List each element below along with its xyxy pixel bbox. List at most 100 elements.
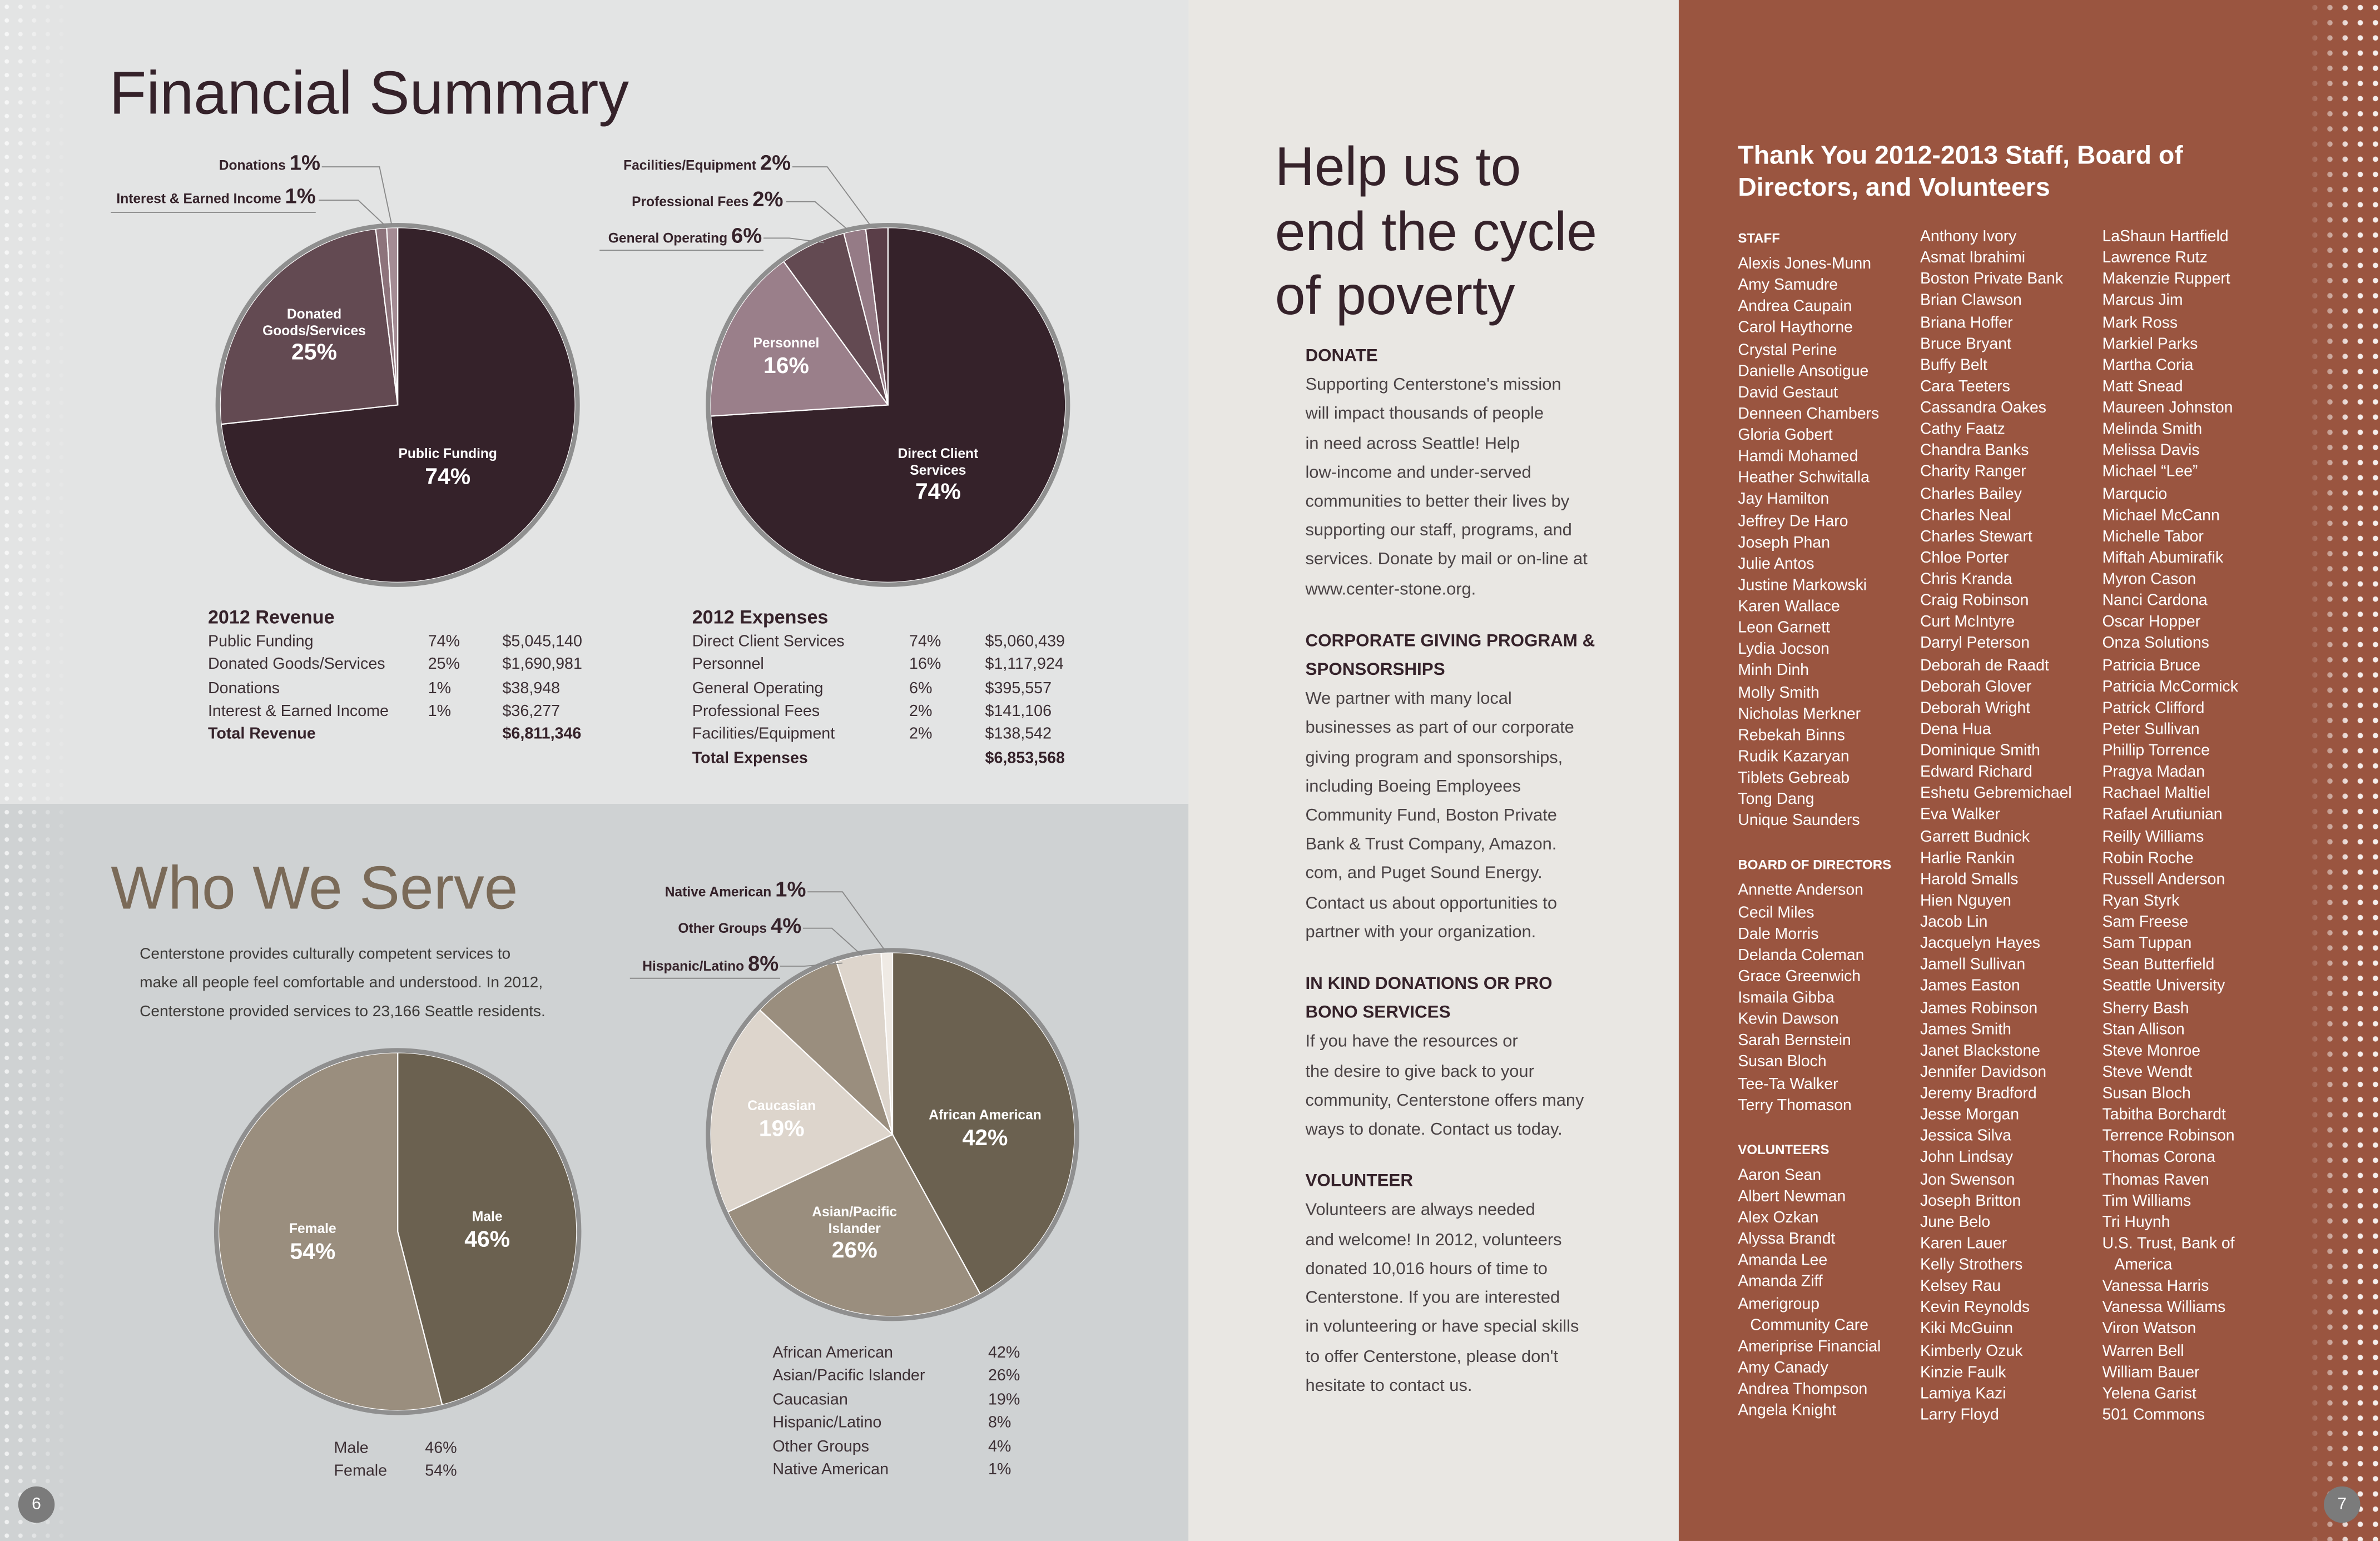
name-item: Jacquelyn Hayes [1920,936,2040,953]
name-item: Amanda Ziff [1738,1274,1823,1291]
name-item: Marqucio [2102,486,2168,503]
table-row-percent: 1% [428,702,452,720]
name-item: Leon Garnett [1738,620,1830,638]
name-item: Rudik Kazaryan [1738,749,1850,766]
name-item: Deborah Glover [1920,679,2032,696]
table-row-label: Personnel [692,655,764,674]
name-item: Lamiya Kazi [1920,1385,2006,1403]
name-item: June Belo [1920,1214,1991,1231]
name-item: Cara Teeters [1920,379,2010,396]
name-item: Sean Butterfield [2102,957,2215,975]
name-item: Tabitha Borchardt [2102,1107,2226,1125]
name-item: Makenzie Ruppert [2102,272,2230,289]
gender-pie-slice-female [217,1052,443,1411]
name-item: Justine Markowski [1738,578,1867,595]
name-item: Amerigroup [1738,1296,1820,1313]
name-item: Annette Anderson [1738,883,1863,900]
name-item: Andrea Caupain [1738,299,1852,316]
section-text: com, and Puget Sound Energy. [1305,865,1543,884]
name-item: Deborah de Raadt [1920,657,2049,674]
section-text: www.center-stone.org. [1305,580,1476,599]
name-item: Ryan Styrk [2102,893,2180,910]
pie-label-hispanic: Hispanic/Latino 8% [642,951,779,976]
table-row-label: Hispanic/Latino [772,1414,882,1433]
spacer [1738,833,1891,854]
name-item: Matt Snead [2102,379,2183,396]
ethnicity-pie-slice-hispanic-latino [758,961,894,1135]
name-item: Alex Ozkan [1738,1210,1819,1227]
help-panel [1188,0,1679,1541]
name-item: Charles Neal [1920,507,2011,524]
name-item: Sherry Bash [2102,1000,2189,1017]
name-item: William Bauer [2102,1364,2200,1381]
ethnicity-pie-ring [706,948,1079,1321]
name-item: Cathy Faatz [1920,421,2005,439]
name-item: Brian Clawson [1920,293,2022,310]
table-row-percent: 16% [909,655,941,674]
name-item: Tiblets Gebreab [1738,770,1850,788]
table-row-percent: 2% [909,702,933,720]
table-row-percent: 54% [425,1462,457,1481]
table-row-amount: $5,045,140 [502,632,582,651]
name-item: Charles Stewart [1920,529,2032,546]
help-title-line: of poverty [1275,264,1515,326]
name-item: Cassandra Oakes [1920,400,2046,417]
name-item: Bruce Bryant [1920,336,2011,353]
name-item: Albert Newman [1738,1189,1846,1206]
pie-label-female: Female 54% [289,1221,336,1265]
name-item: Phillip Torrence [2102,743,2210,760]
name-item: Amanda Lee [1738,1253,1828,1270]
pie-label-facilities: Facilities/Equipment 2% [623,150,791,175]
name-item: Thomas Corona [2102,1150,2215,1167]
table-row-percent: 74% [428,632,460,651]
name-item: Chandra Banks [1920,443,2029,460]
name-item: Kevin Dawson [1738,1012,1839,1029]
ethnicity-pie-slice-caucasian [710,1009,894,1213]
help-section: IN KIND DONATIONS OR PRO BONO SERVICES If … [1305,971,1654,1145]
name-item: U.S. Trust, Bank of [2102,1236,2235,1253]
table-row-label: Interest & Earned Income [207,702,389,720]
name-item: Miftah Abumirafik [2102,550,2224,568]
table-total-label: Total Expenses [692,748,808,767]
table-row-percent: 25% [428,655,460,674]
name-item: LaShaun Hartfield [2102,228,2229,246]
expenses-pie-slice-general-operating [782,232,889,406]
table-row-percent: 42% [988,1344,1020,1363]
name-item: Janet Blackstone [1920,1043,2040,1060]
table-row-label: General Operating [692,679,824,697]
name-item: Patricia Bruce [2102,657,2201,674]
section-text: donated 10,016 hours of time to [1305,1260,1548,1279]
name-item: Maureen Johnston [2102,400,2233,417]
name-item: Dena Hua [1920,722,1991,739]
table-row-percent: 6% [909,679,933,697]
table-row-label: Other Groups [772,1437,870,1456]
table-row-label: African American [772,1344,894,1363]
name-item: Curt McIntyre [1920,614,2015,632]
table-row-label: Caucasian [772,1390,848,1409]
name-item: Jesse Morgan [1920,1107,2020,1125]
section-text: Contact us about opportunities to [1305,894,1558,913]
name-item: Harlie Rankin [1920,850,2015,867]
thanks-title: Thank You 2012-2013 Staff, Board of Direc… [1738,140,2183,203]
help-section: CORPORATE GIVING PROGRAM & SPONSORSHIPS We… [1305,628,1654,948]
table-total-amount: $6,811,346 [502,725,582,744]
name-item: Joseph Phan [1738,535,1831,552]
spacer [1738,1117,1891,1139]
help-sections: DONATE Supporting Centerstone's mission wi… [1305,343,1654,1424]
name-item: Patrick Clifford [2102,700,2205,717]
section-label: STAFF [1738,230,1781,246]
name-item: Amy Samudre [1738,277,1838,295]
section-text: communities to better their lives by [1305,493,1570,511]
section-text: low-income and under-served [1305,464,1531,483]
section-heading: CORPORATE GIVING PROGRAM & [1305,632,1595,650]
thanks-title-line: Thank You 2012-2013 Staff, Board of [1738,141,2183,170]
names-column-1: STAFF Alexis Jones-Munn Amy Samudre Andrea … [1738,227,1891,1423]
pie-charts [111,166,1079,1415]
name-item: Susan Bloch [1738,1055,1827,1072]
name-item: Vanessa Williams [2102,1300,2226,1317]
name-item: Boston Private Bank [1920,272,2063,289]
pie-label-donated: Donated Goods/Services 25% [262,306,366,366]
name-item: Markiel Parks [2102,336,2198,353]
name-item: Myron Cason [2102,571,2196,589]
